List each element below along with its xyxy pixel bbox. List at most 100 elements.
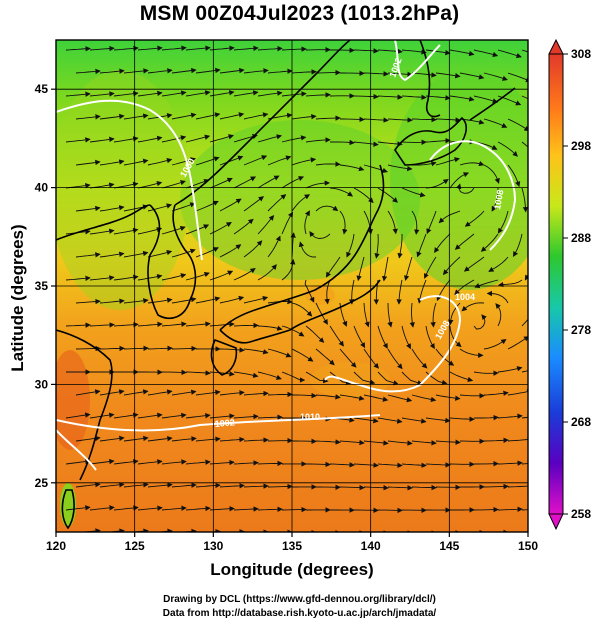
- streamline: [243, 112, 269, 120]
- streamline: [123, 482, 149, 488]
- streamline: [257, 460, 283, 467]
- streamline: [195, 482, 221, 489]
- streamline: [147, 389, 173, 396]
- streamline: [387, 302, 393, 328]
- streamline: [267, 235, 281, 258]
- streamline: [486, 290, 509, 304]
- streamline: [137, 45, 163, 51]
- streamline: [243, 390, 269, 397]
- streamline: [426, 210, 437, 235]
- x-tick-label: 145: [439, 539, 459, 553]
- colorbar-tick-label: 278: [571, 323, 591, 337]
- streamline: [185, 459, 211, 465]
- streamline: [449, 49, 475, 57]
- streamline: [281, 325, 305, 337]
- streamline: [411, 210, 420, 235]
- streamline: [195, 436, 221, 442]
- streamline: [306, 461, 331, 468]
- streamline: [219, 112, 245, 120]
- streamline: [305, 325, 325, 343]
- streamline: [171, 112, 197, 120]
- streamline: [257, 264, 277, 281]
- streamline: [89, 228, 115, 235]
- streamline: [195, 200, 219, 212]
- streamline: [99, 159, 125, 166]
- streamline: [209, 134, 234, 143]
- streamline: [185, 412, 211, 419]
- streamline: [404, 256, 413, 281]
- streamline: [281, 371, 306, 383]
- colorbar-gradient: [548, 53, 564, 515]
- streamline: [113, 227, 139, 235]
- streamline: [65, 91, 91, 97]
- streamline: [353, 48, 379, 54]
- streamline: [491, 187, 499, 212]
- streamline: [434, 233, 451, 254]
- streamline: [315, 161, 341, 167]
- isobar-label: 1008: [492, 189, 505, 210]
- streamline: [65, 458, 91, 465]
- streamline: [449, 325, 462, 348]
- x-tick-label: 140: [361, 539, 381, 553]
- streamline: [483, 164, 500, 184]
- streamline: [185, 134, 211, 143]
- streamline: [281, 211, 294, 235]
- x-axis-label: Longitude (degrees): [210, 560, 374, 579]
- streamline: [233, 322, 259, 329]
- streamline: [411, 72, 437, 78]
- streamline: [137, 505, 163, 511]
- streamline: [99, 389, 125, 396]
- streamline: [243, 295, 269, 304]
- streamline: [430, 302, 437, 328]
- streamline: [147, 249, 173, 258]
- streamline: [171, 345, 197, 352]
- streamline: [377, 371, 399, 386]
- streamline: [185, 505, 211, 512]
- streamline: [219, 483, 245, 489]
- streamline: [401, 371, 423, 386]
- streamline: [532, 165, 545, 185]
- streamline: [377, 325, 388, 349]
- streamline: [209, 371, 235, 377]
- streamline: [257, 134, 283, 143]
- streamline: [75, 252, 101, 258]
- streamline: [281, 91, 307, 97]
- streamline: [209, 413, 235, 419]
- streamline: [65, 505, 91, 511]
- y-axis: 25 30 35 40 45: [35, 82, 56, 490]
- streamline: [329, 462, 355, 468]
- streamline: [99, 435, 125, 442]
- streamline: [532, 211, 534, 235]
- streamline: [411, 348, 428, 369]
- streamline: [377, 141, 403, 147]
- streamline: [315, 205, 339, 212]
- streamline: [123, 389, 149, 396]
- streamline: [75, 114, 101, 120]
- streamline: [75, 298, 101, 305]
- x-tick-label: 130: [203, 539, 223, 553]
- streamline: [123, 345, 149, 352]
- streamline: [113, 45, 139, 52]
- coastlines: [56, 40, 516, 530]
- streamline: [497, 413, 523, 419]
- streamline: [495, 303, 502, 327]
- streamline: [363, 484, 389, 491]
- streamline: [315, 115, 341, 121]
- streamline: [257, 45, 283, 52]
- streamline: [292, 392, 317, 399]
- streamline: [257, 371, 282, 380]
- streamline: [532, 532, 556, 533]
- streamline: [257, 325, 283, 331]
- streamline: [161, 45, 187, 51]
- x-tick-label: 120: [46, 539, 66, 553]
- streamline: [291, 302, 313, 317]
- streamline: [281, 258, 296, 281]
- y-tick-label: 40: [35, 181, 49, 195]
- streamline: [329, 139, 355, 146]
- streamline: [161, 321, 187, 327]
- y-tick-label: 30: [35, 377, 49, 391]
- streamline: [401, 325, 411, 350]
- streamline: [233, 267, 256, 281]
- streamline: [147, 435, 173, 442]
- streamline: [435, 394, 461, 401]
